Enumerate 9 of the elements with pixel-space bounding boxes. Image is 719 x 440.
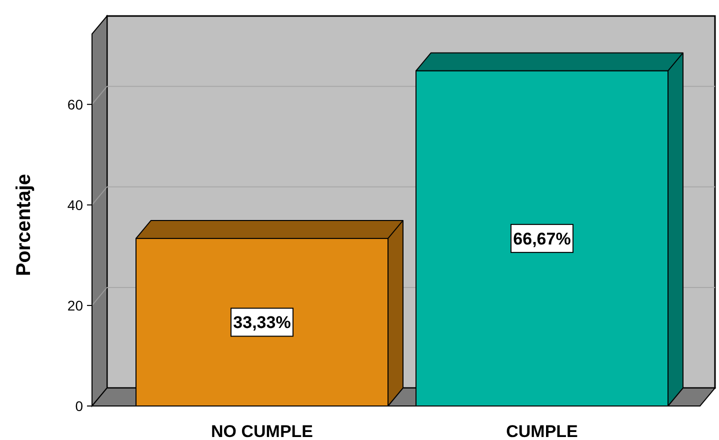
y-tick-label: 40	[67, 196, 84, 213]
y-tick-label: 20	[67, 297, 84, 314]
y-axis-title: Porcentaje	[13, 174, 35, 276]
y-tick-label: 60	[67, 96, 84, 112]
data-label: 66,67%	[513, 229, 571, 248]
x-tick-label: NO CUMPLE	[211, 422, 313, 440]
data-label: 33,33%	[233, 313, 291, 332]
x-tick-label: CUMPLE	[506, 422, 578, 440]
y-tick-label: 0	[75, 398, 84, 414]
